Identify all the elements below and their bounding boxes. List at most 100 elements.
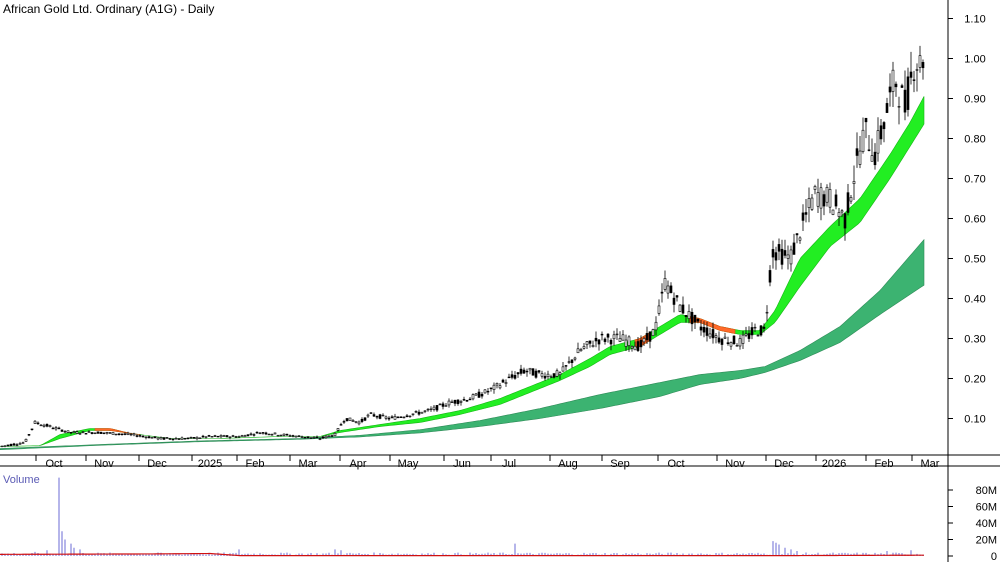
candle-body [804, 212, 808, 215]
candle-body [330, 435, 334, 437]
price-tick-label: 0.30 [964, 334, 985, 346]
candle-body [846, 192, 850, 213]
candle-body [165, 437, 169, 439]
candle-body [684, 315, 688, 317]
candle-body [399, 416, 403, 418]
volume-ma-line [0, 552, 925, 557]
candle-body [552, 373, 556, 378]
candle-body [468, 398, 472, 401]
candle-body [516, 372, 520, 375]
candle-body [600, 333, 604, 336]
candle-body [543, 375, 547, 379]
candle-body [597, 339, 601, 345]
candle-body [396, 416, 400, 419]
candle-body [336, 428, 340, 431]
candle-body [99, 431, 103, 434]
candle-body [513, 375, 517, 379]
candle-body [390, 416, 394, 418]
price-tick-label: 1.00 [964, 54, 985, 66]
candle-body [369, 412, 373, 414]
candle-body [405, 415, 409, 418]
x-tick-label: 2025 [198, 458, 222, 470]
candle-body [294, 435, 298, 438]
candle-body [93, 432, 97, 434]
candle-body [72, 431, 76, 433]
candle-body [492, 384, 496, 390]
candle-body [609, 339, 613, 345]
candle-body [567, 361, 571, 363]
candle-body [285, 433, 289, 436]
candle-body [732, 335, 736, 345]
candle-body [678, 304, 682, 312]
candle-body [573, 357, 577, 360]
candle-body [414, 411, 418, 413]
candle-body [717, 337, 721, 343]
candle-body [282, 433, 286, 436]
candle-body [759, 325, 763, 336]
candle-body [636, 341, 640, 351]
candle-body [816, 192, 820, 207]
price-tick-label: 0.40 [964, 294, 985, 306]
candle-body [507, 376, 511, 379]
candle-body [60, 429, 64, 432]
price-axis: 0.10 0.20 0.30 0.40 0.50 0.60 0.70 0.80 0.90 1.00… [948, 14, 986, 426]
candle-body [840, 210, 844, 213]
candle-body [24, 438, 28, 442]
candle-body [444, 405, 448, 407]
candle-body [693, 314, 697, 323]
candle-body [288, 435, 292, 437]
candle-body [6, 444, 10, 447]
candle-body [558, 372, 562, 375]
candle-body [537, 370, 541, 373]
candle-body [147, 436, 151, 439]
candle-body [150, 437, 154, 439]
candle-body [102, 432, 106, 434]
candle-body [408, 415, 412, 418]
candle-body [474, 393, 478, 396]
candle-body [615, 333, 619, 336]
candle-body [906, 76, 910, 110]
candle-body [318, 438, 322, 440]
candle-body [339, 424, 343, 426]
candle-body [84, 433, 88, 435]
candle-body [9, 444, 13, 447]
candle-body [387, 417, 391, 420]
candle-body [192, 437, 196, 439]
candle-body [57, 427, 61, 430]
candle-body [789, 249, 793, 265]
candle-body [828, 189, 832, 208]
candle-body [750, 327, 754, 336]
candle-body [237, 436, 241, 438]
candle-body [144, 436, 148, 439]
candle-body [357, 421, 361, 425]
candle-body [402, 416, 406, 419]
candle-body [585, 341, 589, 346]
candle-body [864, 117, 868, 123]
candle-body [159, 437, 163, 440]
x-tick-label: Nov [725, 458, 745, 470]
candle-body [525, 370, 529, 373]
candle-body [714, 335, 718, 338]
candle-body [333, 432, 337, 437]
candle-body [768, 270, 772, 283]
candle-body [774, 252, 778, 261]
candle-body [111, 432, 115, 435]
candle-body [882, 122, 886, 130]
candle-body [228, 436, 232, 438]
candle-body [360, 418, 364, 422]
x-tick-label: Oct [45, 458, 62, 470]
candle-body [441, 403, 445, 407]
candle-body [588, 340, 592, 344]
candle-body [792, 242, 796, 255]
candle-body [891, 69, 895, 92]
candle-body [858, 150, 862, 165]
candle-body [564, 365, 568, 367]
candle-body [426, 408, 430, 411]
candle-body [270, 434, 274, 436]
candle-body [699, 326, 703, 331]
candle-body [180, 437, 184, 440]
candle-body [849, 197, 853, 202]
candle-body [705, 327, 709, 336]
candle-body [456, 399, 460, 404]
volume-label: Volume [3, 474, 40, 486]
